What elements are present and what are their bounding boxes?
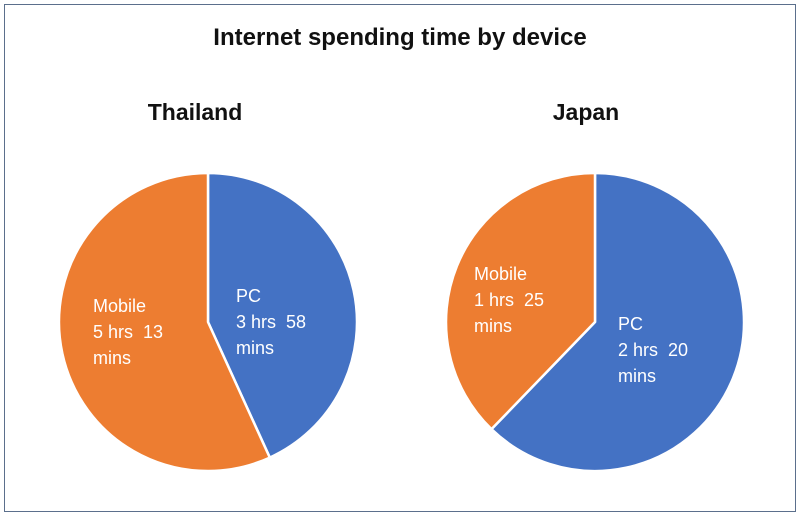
thailand-pc-label-line: PC xyxy=(236,286,261,306)
thailand-chart-title: Thailand xyxy=(147,99,243,125)
thailand-mobile-label: Mobile 5 hrs 13 mins xyxy=(93,296,163,368)
thailand-pc-slice xyxy=(206,171,359,459)
japan-mobile-label: Mobile 1 hrs 25 mins xyxy=(474,264,544,336)
thailand-mobile-slice xyxy=(57,171,272,473)
japan-mobile-label-line: 1 hrs 25 xyxy=(474,290,544,310)
japan-pc-label: PC 2 hrs 20 mins xyxy=(618,314,688,386)
japan-mobile-label-line: Mobile xyxy=(474,264,527,284)
japan-chart-title: Japan xyxy=(552,99,620,125)
thailand-mobile-label-line: 5 hrs 13 xyxy=(93,322,163,342)
thailand-pc-label-line: 3 hrs 58 xyxy=(236,312,306,332)
thailand-pc-label: PC 3 hrs 58 mins xyxy=(236,286,306,358)
japan-pc-label-line: 2 hrs 20 xyxy=(618,340,688,360)
japan-pie: PC 2 hrs 20 mins Mobile 1 hrs 25 mins xyxy=(444,171,746,473)
japan-mobile-slice xyxy=(444,171,597,431)
thailand-pie: PC 3 hrs 58 mins Mobile 5 hrs 13 mins xyxy=(57,171,359,473)
japan-pc-slice xyxy=(490,171,746,473)
thailand-mobile-label-line: Mobile xyxy=(93,296,146,316)
japan-pc-label-line: mins xyxy=(618,366,656,386)
japan-mobile-label-line: mins xyxy=(474,316,512,336)
japan-pc-label-line: PC xyxy=(618,314,643,334)
thailand-mobile-label-line: mins xyxy=(93,348,131,368)
thailand-pc-label-line: mins xyxy=(236,338,274,358)
main-title: Internet spending time by device xyxy=(213,24,587,51)
